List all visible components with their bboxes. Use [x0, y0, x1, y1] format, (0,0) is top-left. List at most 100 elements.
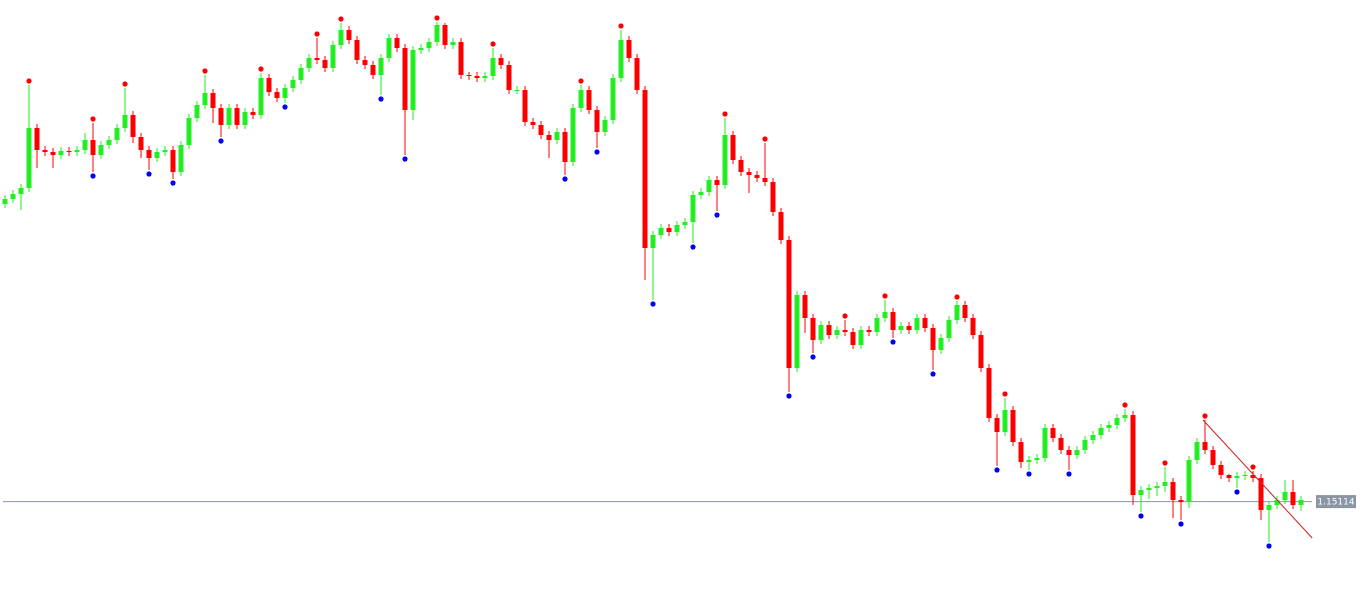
- candle-body: [610, 78, 616, 120]
- candle-body: [1002, 410, 1008, 432]
- fractal-down: [594, 149, 600, 155]
- candle-body: [122, 115, 128, 128]
- candle-body: [1010, 410, 1016, 442]
- candle-body: [242, 112, 248, 125]
- candle-body: [970, 318, 976, 335]
- candle-body: [962, 305, 968, 318]
- candle-body: [306, 58, 312, 68]
- candle-body: [1258, 478, 1264, 510]
- candle-body: [530, 122, 536, 125]
- fractal-down: [786, 393, 792, 399]
- candle-body: [946, 320, 952, 338]
- candle-body: [1298, 500, 1304, 505]
- fractal-down: [994, 467, 1000, 473]
- candle-body: [410, 50, 416, 110]
- candle-body: [386, 38, 392, 58]
- candle-body: [1146, 488, 1152, 490]
- candle-body: [1122, 415, 1128, 418]
- candle-body: [90, 140, 96, 155]
- candle-body: [1242, 475, 1248, 476]
- candle-body: [34, 128, 40, 150]
- candle-body: [794, 295, 800, 368]
- candle-body: [754, 175, 760, 178]
- candle-body: [378, 58, 384, 75]
- candle-body: [978, 335, 984, 368]
- candle-body: [1170, 482, 1176, 500]
- candle-body: [626, 40, 632, 58]
- candle-body: [1178, 500, 1184, 502]
- candle-body: [1226, 475, 1232, 478]
- candle-body: [1210, 450, 1216, 465]
- candle-body: [10, 194, 16, 199]
- candle-body: [130, 115, 136, 137]
- fractal-up: [490, 41, 496, 47]
- candle-body: [834, 330, 840, 335]
- candle-body: [234, 108, 240, 125]
- fractal-down: [146, 171, 152, 177]
- candle-body: [818, 325, 824, 340]
- candle-body: [1154, 486, 1160, 488]
- candle-body: [698, 192, 704, 195]
- fractal-down: [810, 354, 816, 360]
- fractal-down: [562, 176, 568, 182]
- candle-body: [290, 80, 296, 88]
- candle-body: [1194, 442, 1200, 460]
- candle-body: [186, 118, 192, 145]
- fractal-up: [1250, 464, 1256, 470]
- candle-body: [1290, 492, 1296, 505]
- fractal-down: [890, 339, 896, 345]
- candle-body: [1234, 476, 1240, 478]
- fractal-up: [258, 66, 264, 72]
- fractal-up: [762, 136, 768, 142]
- candle-body: [490, 58, 496, 76]
- candle-body: [1090, 435, 1096, 440]
- candle-body: [890, 312, 896, 330]
- candle-body: [98, 145, 104, 155]
- candle-body: [642, 90, 648, 248]
- candle-body: [394, 38, 400, 48]
- candle-body: [466, 75, 472, 76]
- fractal-up: [722, 111, 728, 117]
- candle-body: [314, 58, 320, 60]
- fractal-up: [954, 294, 960, 300]
- candle-body: [706, 180, 712, 192]
- candle-body: [1034, 458, 1040, 460]
- candle-body: [658, 228, 664, 235]
- candle-body: [562, 132, 568, 162]
- fractal-up: [1202, 413, 1208, 419]
- candle-body: [450, 42, 456, 45]
- candle-body: [682, 222, 688, 225]
- candle-body: [738, 160, 744, 172]
- candle-body: [690, 195, 696, 222]
- trendline: [1202, 419, 1313, 539]
- fractal-down: [1178, 521, 1184, 527]
- candle-body: [2, 199, 8, 204]
- candle-body: [594, 110, 600, 132]
- candle-body: [666, 228, 672, 232]
- candle-body: [786, 240, 792, 368]
- fractal-down: [650, 301, 656, 307]
- candle-body: [1202, 442, 1208, 450]
- candle-body: [146, 150, 152, 158]
- candle-body: [1114, 418, 1120, 425]
- candle-body: [1058, 438, 1064, 450]
- fractal-up: [314, 31, 320, 37]
- candle-body: [82, 140, 88, 150]
- candle-body: [1218, 465, 1224, 475]
- candle-body: [202, 93, 208, 105]
- candle-body: [26, 128, 32, 188]
- fractal-up: [1002, 391, 1008, 397]
- candle-body: [634, 58, 640, 90]
- fractal-up: [842, 313, 848, 319]
- candle-body: [882, 312, 888, 318]
- price-label-box: [1316, 495, 1356, 509]
- candle-body: [858, 330, 864, 345]
- fractal-down: [378, 96, 384, 102]
- fractal-down: [90, 173, 96, 179]
- candle-body: [954, 305, 960, 320]
- candle-body: [218, 108, 224, 125]
- fractal-down: [170, 180, 176, 186]
- fractal-down: [1266, 543, 1272, 549]
